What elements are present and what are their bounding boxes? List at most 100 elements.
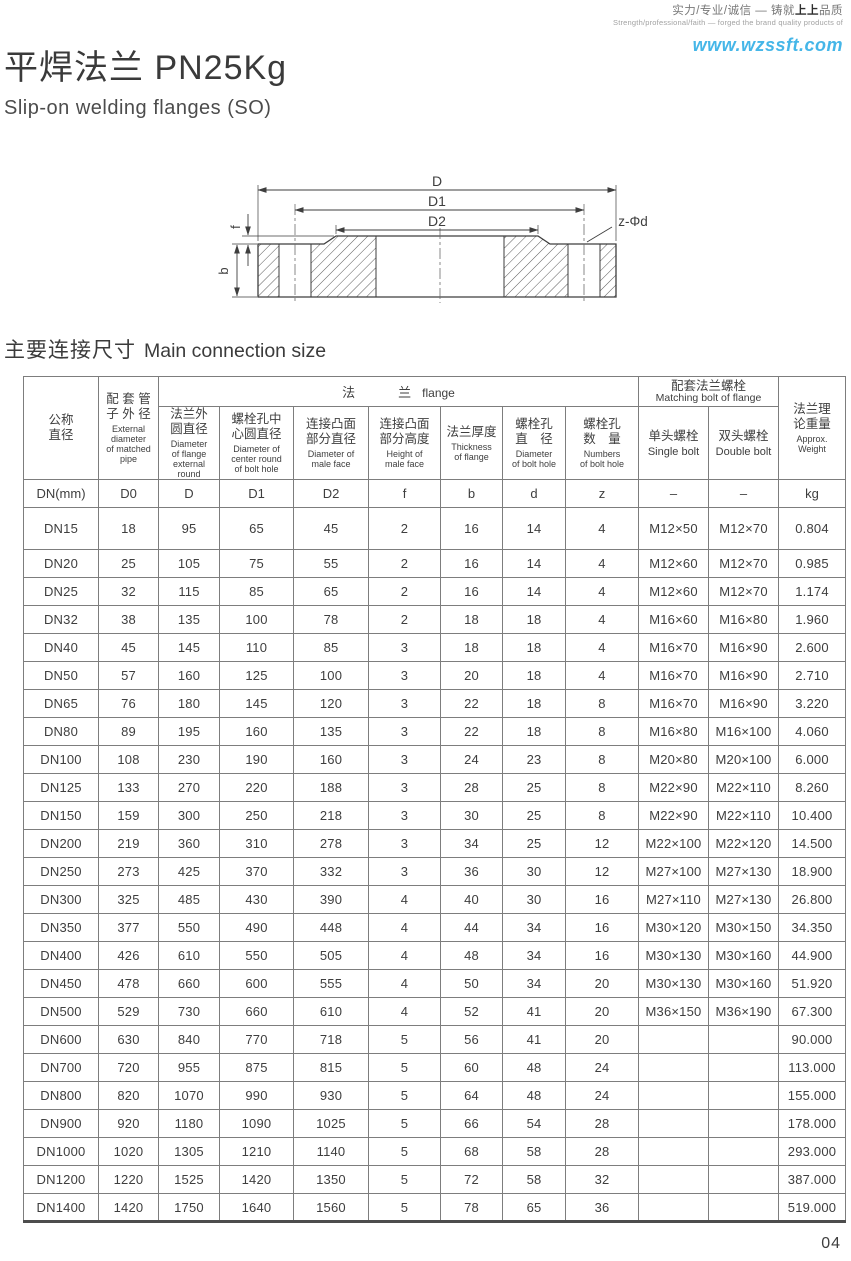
table-cell: [708, 1109, 779, 1139]
col-header-cn: 配 套 管 子 外 径: [106, 392, 151, 421]
table-cell: 4: [368, 913, 441, 943]
table-cell: 325: [98, 885, 159, 915]
bore-and-slot-edges: [278, 236, 601, 297]
col-header-pipe-od: 配 套 管 子 外 径 External diameter of matched …: [98, 375, 159, 481]
table-cell: 52: [440, 997, 503, 1027]
col-header-cn: 连接凸面 部分直径: [305, 417, 356, 447]
col-header-en: Height of male face: [384, 449, 425, 470]
table-cell: [638, 1081, 709, 1111]
table-cell: 18: [502, 633, 566, 663]
table-cell: 67.300: [778, 997, 846, 1027]
table-cell: 1210: [219, 1137, 294, 1167]
table-cell: 2: [368, 577, 441, 607]
table-cell: 250: [219, 801, 294, 831]
table-cell: 0.804: [778, 507, 846, 551]
col-header-flange-thickness: 法兰厚度 Thickness of flange: [440, 405, 503, 481]
table-cell: [708, 1053, 779, 1083]
table-cell: 41: [502, 1025, 566, 1055]
table-cell: 1305: [158, 1137, 220, 1167]
table-cell: 1350: [293, 1165, 369, 1195]
table-cell: 18: [440, 605, 503, 635]
table-cell: 45: [293, 507, 369, 551]
table-cell: 55: [293, 549, 369, 579]
table-cell: 3: [368, 717, 441, 747]
table-cell: 8: [565, 717, 639, 747]
table-row: DN25 32 115 85 65 2 16 14 4 M12×60 M12×70 1.174: [23, 577, 846, 607]
table-cell: 4: [565, 577, 639, 607]
table-cell: 78: [440, 1193, 503, 1223]
table-cell: 125: [219, 661, 294, 691]
table-cell: 36: [565, 1193, 639, 1223]
unit-cell: D1: [219, 479, 294, 509]
table-cell: 66: [440, 1109, 503, 1139]
table-cell: 1180: [158, 1109, 220, 1139]
table-cell: 38: [98, 605, 159, 635]
dim-label-D: D: [432, 173, 442, 189]
group-flange-cn: 法 兰: [342, 384, 413, 400]
table-cell: [708, 1193, 779, 1223]
table-cell: [638, 1025, 709, 1055]
table-cell: DN32: [23, 605, 99, 635]
table-cell: 875: [219, 1053, 294, 1083]
table-cell: M30×130: [638, 969, 709, 999]
table-cell: [638, 1165, 709, 1195]
table-cell: 278: [293, 829, 369, 859]
table-cell: M16×90: [708, 689, 779, 719]
table-cell: M16×80: [638, 717, 709, 747]
table-cell: 220: [219, 773, 294, 803]
table-cell: 18: [502, 717, 566, 747]
table-cell: [708, 1165, 779, 1195]
table-cell: 145: [158, 633, 220, 663]
table-cell: 8.260: [778, 773, 846, 803]
table-cell: M30×160: [708, 969, 779, 999]
table-cell: DN400: [23, 941, 99, 971]
table-cell: 720: [98, 1053, 159, 1083]
unit-cell: D0: [98, 479, 159, 509]
table-cell: 4.060: [778, 717, 846, 747]
table-cell: 28: [440, 773, 503, 803]
table-row: DN50 57 160 125 100 3 20 18 4 M16×70 M16×90 2.710: [23, 661, 846, 691]
table-cell: 387.000: [778, 1165, 846, 1195]
table-cell: 25: [502, 801, 566, 831]
col-header-cn: 连接凸面 部分高度: [379, 417, 430, 447]
table-cell: 58: [502, 1137, 566, 1167]
section-title-en: Main connection size: [144, 340, 327, 362]
table-cell: [708, 1025, 779, 1055]
table-cell: 16: [440, 577, 503, 607]
table-cell: 430: [219, 885, 294, 915]
table-cell: 180: [158, 689, 220, 719]
table-cell: 920: [98, 1109, 159, 1139]
col-header-single-bolt: 单头螺栓 Single bolt: [638, 405, 709, 481]
table-cell: 178.000: [778, 1109, 846, 1139]
table-cell: M12×70: [708, 549, 779, 579]
table-cell: 1020: [98, 1137, 159, 1167]
table-cell: DN250: [23, 857, 99, 887]
corner-branding: 实力/专业/诚信 — 铸就上上品质 Strength/professional/…: [613, 4, 843, 56]
table-cell: 1025: [293, 1109, 369, 1139]
table-cell: 26.800: [778, 885, 846, 915]
table-cell: 718: [293, 1025, 369, 1055]
dim-label-b: b: [216, 267, 231, 274]
table-cell: 1420: [98, 1193, 159, 1223]
table-cell: 930: [293, 1081, 369, 1111]
flange-drawing: D D1 D2 f b z-Φd: [196, 170, 666, 310]
table-row: DN65 76 180 145 120 3 22 18 8 M16×70 M16×90 3.220: [23, 689, 846, 719]
col-header-en: Single bolt: [647, 445, 700, 458]
table-row: DN500 529 730 660 610 4 52 41 20 M36×150 M36×190 67…: [23, 997, 846, 1027]
table-cell: 188: [293, 773, 369, 803]
table-cell: 6.000: [778, 745, 846, 775]
table-cell: 1.174: [778, 577, 846, 607]
table-cell: M16×90: [708, 661, 779, 691]
table-cell: 45: [98, 633, 159, 663]
table-cell: 2: [368, 605, 441, 635]
table-cell: 1560: [293, 1193, 369, 1223]
table-cell: M12×70: [708, 577, 779, 607]
table-cell: 48: [502, 1053, 566, 1083]
table-cell: 370: [219, 857, 294, 887]
dim-label-D1: D1: [428, 193, 446, 209]
table-cell: M36×190: [708, 997, 779, 1027]
table-row: DN32 38 135 100 78 2 18 18 4 M16×60 M16×80 1.960: [23, 605, 846, 635]
table-cell: M16×90: [708, 633, 779, 663]
table-cell: 18: [502, 689, 566, 719]
